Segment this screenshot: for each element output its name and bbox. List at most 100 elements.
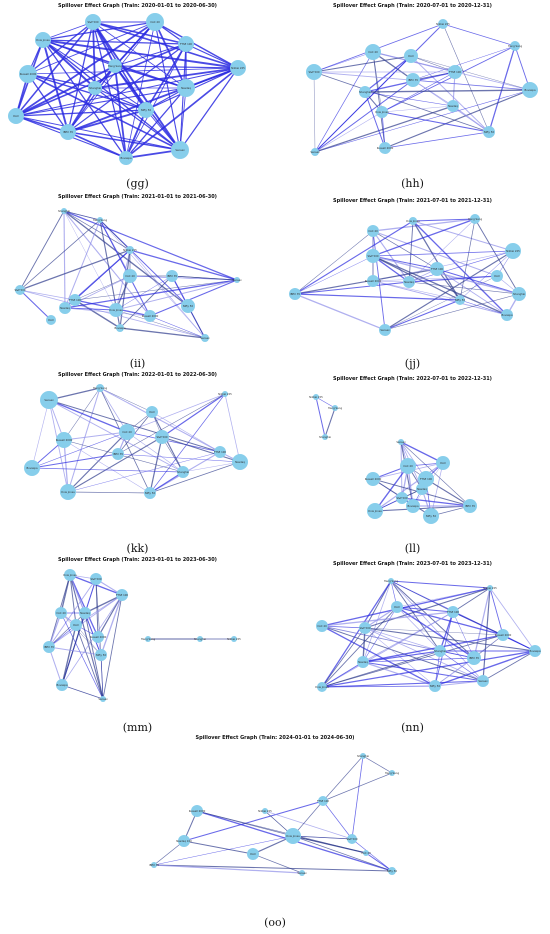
node-label: S&P 500: [156, 435, 167, 439]
graph-edge: [15, 87, 187, 117]
graph-edge: [372, 280, 508, 316]
node-label: IBEX 35: [167, 274, 177, 278]
graph-edge: [292, 835, 353, 840]
graph-edge: [27, 73, 96, 89]
node-label: CAC 40: [56, 611, 66, 615]
graph-edge: [151, 411, 221, 453]
graph-node: [232, 454, 248, 470]
graph-edge: [117, 393, 226, 455]
edges: [15, 21, 239, 159]
graph-edge: [372, 218, 476, 232]
graph-edge: [412, 45, 516, 81]
graph-edge: [374, 462, 444, 512]
graph-edge: [74, 279, 238, 301]
graph-edge: [154, 21, 181, 151]
graph-node: [234, 277, 240, 283]
graph-edge: [154, 21, 239, 69]
graph-edge: [314, 89, 531, 153]
graph-edge: [362, 634, 504, 663]
graph-edge: [114, 43, 187, 67]
graph-edge: [179, 43, 187, 151]
panel-label: (kk): [126, 542, 149, 555]
nodes: Shanghai Hang Seng FTSE 100 Russell 2000 Nik…: [149, 753, 399, 876]
graph-edge: [42, 39, 187, 45]
graph-node: [138, 102, 154, 118]
graph-edge: [390, 580, 491, 589]
graph-node: [145, 636, 151, 642]
graph-edge: [61, 594, 123, 686]
graph-edge: [412, 220, 508, 316]
panel-label: (nn): [401, 721, 424, 734]
graph-edge: [442, 23, 490, 133]
graph-edge: [61, 684, 104, 700]
graph-edge: [321, 625, 366, 629]
node-label: Russell 2000: [90, 635, 107, 639]
graph-node: [313, 394, 319, 400]
graph-edge: [372, 280, 410, 283]
nodes: Nikkei 225 Hang Seng CAC 40 DAX S&P 500 FTSE …: [306, 19, 538, 156]
nodes: CAC 40 Dow Jones Hang Seng Nikkei 225 FTSE 1…: [289, 214, 526, 336]
graph-edge: [153, 840, 185, 866]
graph-node: [366, 249, 380, 263]
node-label: S&P 500: [90, 577, 101, 581]
graph-edge: [149, 279, 238, 317]
graph-edge: [67, 491, 151, 494]
graph-edge: [434, 657, 475, 687]
graph-node: [96, 384, 104, 392]
graph-edge: [321, 580, 392, 688]
graph-edge: [313, 71, 316, 153]
graph-edge: [126, 393, 226, 433]
graph-title: Spillover Effect Graph (Train: 2022-01-0…: [58, 372, 217, 378]
graph-edge: [84, 594, 123, 614]
graph-edge: [474, 218, 520, 295]
graph-edge: [434, 680, 484, 687]
graph-node: [467, 651, 481, 665]
graph-edge: [99, 219, 206, 339]
node-label: Nikkei 225: [258, 809, 272, 813]
node-label: Shanghai: [89, 86, 101, 90]
graph-edge: [67, 131, 181, 151]
graph-edge: [313, 71, 490, 133]
graph-node: [398, 439, 404, 445]
node-label: Russell 2000: [377, 146, 394, 150]
graph-node: [403, 276, 415, 288]
graph-edge: [149, 471, 184, 494]
node-label: S&P 500: [396, 496, 407, 500]
graph-node: [178, 835, 190, 847]
graph-edge: [67, 431, 128, 493]
node-label: Hang Seng: [93, 218, 108, 222]
graph-node: [56, 679, 68, 691]
node-label: Dow Jones: [36, 38, 50, 42]
graph-edge: [129, 249, 206, 339]
graph-node: [430, 262, 444, 276]
node-label: Nikkei 225: [436, 22, 450, 26]
node-label: Sensex: [200, 336, 210, 340]
graph-node: [406, 73, 420, 87]
graph-edge: [294, 220, 414, 295]
node-label: Sensex: [175, 148, 185, 152]
graph-node: [434, 645, 446, 657]
graph-edge: [321, 611, 454, 627]
graph-edge: [125, 109, 147, 159]
node-label: Nasdaq: [358, 660, 368, 664]
graph-edge: [63, 210, 189, 307]
node-label: Shanghai: [194, 637, 206, 641]
node-label: Nasdaq: [235, 460, 245, 464]
graph-edge: [412, 79, 531, 91]
graph-edge: [489, 587, 536, 652]
panel-mm: Spillover Effect Graph (Train: 2023-01-0…: [0, 555, 275, 737]
node-label: Nikkei 225: [227, 637, 241, 641]
graph-edge: [114, 65, 239, 69]
graph-node: [318, 796, 328, 806]
node-label: Bovespa: [56, 683, 67, 687]
graph-node: [155, 430, 169, 444]
graph-edge: [129, 249, 238, 281]
graph-node: [463, 499, 477, 513]
graph-node: [512, 287, 526, 301]
graph-edge: [321, 680, 484, 688]
node-label: Nifty 50: [145, 491, 156, 495]
graph-edge: [292, 835, 367, 854]
graph-edge: [94, 67, 239, 89]
graph-edge: [396, 606, 475, 659]
graph-edge: [31, 453, 119, 469]
